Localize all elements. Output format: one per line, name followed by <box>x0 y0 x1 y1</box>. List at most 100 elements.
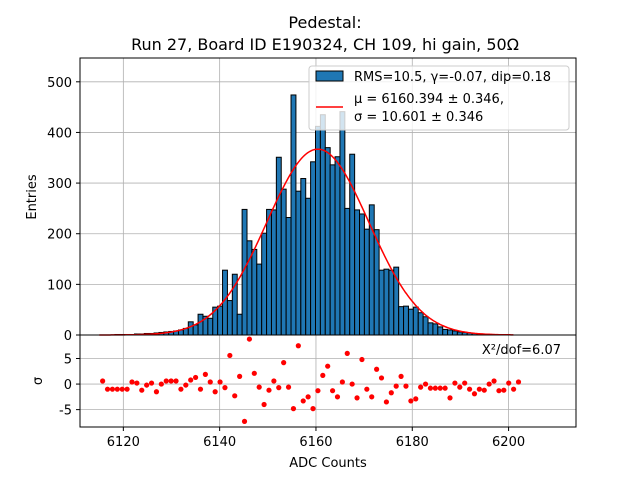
residual-point <box>481 387 487 393</box>
residual-point <box>408 398 414 404</box>
residual-point <box>413 396 419 402</box>
histogram-bar <box>261 232 268 336</box>
residual-point <box>295 343 301 349</box>
histogram-bar <box>363 228 370 336</box>
residual-point <box>329 388 336 394</box>
residual-point <box>457 384 463 390</box>
residual-point <box>202 371 208 377</box>
histogram-bar <box>422 316 429 336</box>
residual-point <box>310 406 316 412</box>
residual-point <box>158 381 164 387</box>
residual-point <box>232 393 238 399</box>
residual-point <box>344 350 350 356</box>
residual-point <box>334 394 341 400</box>
residual-point <box>452 380 458 386</box>
histogram-bar <box>290 94 297 336</box>
histogram-bar <box>417 312 424 336</box>
residual-point <box>129 379 135 385</box>
residual-point <box>109 386 116 392</box>
histogram-bar <box>344 207 351 336</box>
residual-point <box>388 390 394 396</box>
histogram-bar <box>310 161 316 336</box>
residual-point <box>217 379 223 385</box>
residual-point <box>437 385 443 391</box>
residual-point <box>349 381 355 387</box>
histogram-bars <box>114 94 502 336</box>
histogram-bar <box>378 269 385 336</box>
residual-point <box>506 380 512 386</box>
histogram-bar <box>314 125 321 336</box>
histogram-bar <box>373 229 380 336</box>
histogram-bar <box>217 305 224 336</box>
histogram-bar <box>398 306 405 336</box>
residual-point <box>290 406 297 412</box>
residual-point <box>315 388 321 394</box>
residual-point <box>515 379 522 385</box>
residual-point <box>266 387 272 393</box>
residual-point <box>432 385 438 391</box>
residual-point <box>486 381 492 387</box>
histogram-bar <box>324 147 331 336</box>
residual-point <box>241 418 248 424</box>
x-tick-label: 6180 <box>396 435 429 450</box>
histogram-bar <box>354 209 361 336</box>
chart-title-line1: Pedestal: <box>288 13 361 32</box>
histogram-bar <box>236 313 243 336</box>
residual-point <box>491 378 497 384</box>
residual-point <box>359 356 365 363</box>
legend-histogram-swatch <box>315 70 344 82</box>
residual-point <box>281 360 287 366</box>
residual-point <box>227 352 233 359</box>
histogram-bar <box>300 178 307 336</box>
histogram-bar <box>334 156 341 336</box>
gaussian-fit-curve <box>99 148 514 336</box>
residual-point <box>476 386 482 392</box>
histogram-bar <box>442 328 449 336</box>
residual-point <box>144 382 150 388</box>
residual-point <box>378 375 385 381</box>
histogram-bar <box>251 248 258 336</box>
residual-point <box>251 370 257 376</box>
residual-point <box>354 395 360 401</box>
residual-point <box>100 378 106 384</box>
histogram-bar <box>187 321 194 336</box>
residual-point <box>466 386 473 392</box>
residual-point <box>261 401 267 408</box>
histogram-bar <box>407 308 414 336</box>
histogram-bar <box>275 156 282 336</box>
residual-point <box>511 386 517 392</box>
residual-point <box>300 398 306 404</box>
legend-histogram-label: RMS=10.5, γ=-0.07, dip=0.18 <box>354 70 551 85</box>
histogram-bar <box>226 300 233 336</box>
residual-point <box>212 389 218 395</box>
residual-y-tick-label: 5 <box>64 353 72 368</box>
residual-point <box>403 383 409 389</box>
histogram-bar <box>192 324 199 336</box>
x-tick-label: 6200 <box>492 435 525 450</box>
residual-point <box>256 384 262 390</box>
histogram-bar <box>432 323 439 336</box>
residual-point <box>442 385 448 391</box>
histogram-bar <box>207 317 214 336</box>
histogram-bar <box>256 263 263 336</box>
axis-ticks: 6120 6140 6160 6180 6200 0 100 200 300 400 500 -5 0 5 <box>47 76 525 450</box>
x-tick-label: 6140 <box>203 435 236 450</box>
chart-title-line2: Run 27, Board ID E190324, CH 109, hi gai… <box>131 35 519 54</box>
legend-fit-mu: μ = 6160.394 ± 0.346, <box>354 92 504 107</box>
histogram-bar <box>305 197 312 336</box>
x-tick-label: 6160 <box>299 435 332 450</box>
residual-point <box>305 394 311 400</box>
residual-point <box>188 377 194 383</box>
legend-fit-sigma: σ = 10.601 ± 0.346 <box>354 110 483 125</box>
xlabel: ADC Counts <box>289 456 367 471</box>
residual-point <box>183 382 189 388</box>
residual-point <box>422 381 429 387</box>
histogram-bar <box>270 209 277 336</box>
histogram-bar <box>388 269 395 336</box>
histogram-bar <box>319 114 326 336</box>
residual-point <box>501 387 507 393</box>
residual-point <box>339 379 345 385</box>
histogram-bar <box>359 213 365 336</box>
residual-point <box>148 380 155 386</box>
